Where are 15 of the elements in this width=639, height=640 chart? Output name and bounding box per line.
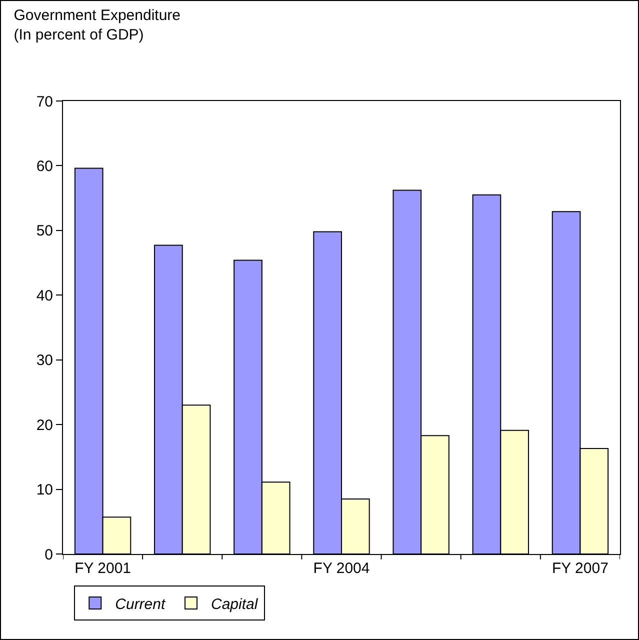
legend-label: Current [115, 596, 166, 613]
y-tick-label: 40 [36, 287, 53, 304]
y-tick-label: 30 [36, 352, 53, 370]
y-tick-label: 10 [36, 482, 53, 499]
y-tick-label: 20 [36, 416, 53, 434]
chart-title: Government Expenditure [14, 7, 181, 24]
y-tick-label: 0 [44, 546, 53, 564]
x-tick-label: FY 2007 [552, 560, 608, 577]
y-tick-label: 50 [36, 222, 53, 240]
y-tick-label: 70 [36, 93, 53, 110]
chart-subtitle: (In percent of GDP) [14, 26, 144, 44]
x-tick-label: FY 2004 [313, 560, 370, 577]
y-tick-label: 60 [36, 158, 53, 175]
x-tick-label: FY 2001 [74, 560, 132, 577]
legend-label: Capital [210, 596, 258, 613]
